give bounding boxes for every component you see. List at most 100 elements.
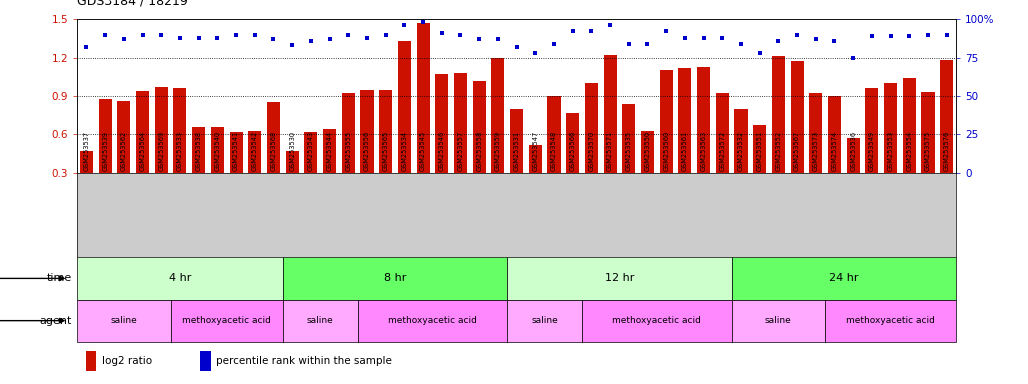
Bar xyxy=(548,96,560,211)
Bar xyxy=(697,66,710,211)
Text: saline: saline xyxy=(531,316,558,325)
Bar xyxy=(732,257,956,300)
Text: 12 hr: 12 hr xyxy=(604,273,634,283)
Point xyxy=(153,31,170,38)
Point xyxy=(115,36,132,42)
Point xyxy=(770,38,786,44)
Bar xyxy=(77,257,283,300)
Point xyxy=(434,30,450,36)
Bar xyxy=(304,132,318,211)
Bar xyxy=(283,300,358,342)
Bar xyxy=(510,109,523,211)
Bar xyxy=(379,89,393,211)
Bar xyxy=(566,113,579,211)
Bar xyxy=(622,104,635,211)
Point xyxy=(621,41,637,47)
Point xyxy=(920,31,937,38)
Text: saline: saline xyxy=(306,316,334,325)
Bar xyxy=(825,300,956,342)
Point xyxy=(471,36,487,42)
Point xyxy=(902,33,918,39)
Point xyxy=(135,31,151,38)
Point xyxy=(527,50,544,56)
Bar xyxy=(809,93,822,211)
Bar xyxy=(660,70,672,211)
Bar xyxy=(86,351,97,371)
Bar xyxy=(828,96,841,211)
Point xyxy=(676,35,693,41)
Point xyxy=(733,41,749,47)
Bar xyxy=(772,56,785,211)
Bar xyxy=(507,300,582,342)
Text: saline: saline xyxy=(110,316,137,325)
Point xyxy=(172,35,188,41)
Bar xyxy=(154,87,168,211)
Bar xyxy=(454,73,467,211)
Text: 24 hr: 24 hr xyxy=(830,273,858,283)
Bar xyxy=(734,109,747,211)
Bar xyxy=(136,91,149,211)
Bar xyxy=(528,145,542,211)
Point xyxy=(845,55,861,61)
Bar xyxy=(941,60,953,211)
Bar xyxy=(229,132,243,211)
Text: saline: saline xyxy=(765,316,792,325)
Text: log2 ratio: log2 ratio xyxy=(102,356,152,366)
Bar xyxy=(248,131,261,211)
Bar xyxy=(678,68,692,211)
Point xyxy=(864,33,880,39)
Point xyxy=(751,50,768,56)
Bar xyxy=(200,351,211,371)
Point xyxy=(658,28,674,35)
Bar xyxy=(283,257,507,300)
Point xyxy=(377,31,394,38)
Point xyxy=(564,28,581,35)
Text: 4 hr: 4 hr xyxy=(169,273,191,283)
Bar xyxy=(416,23,430,211)
Point xyxy=(340,31,357,38)
Bar xyxy=(99,99,112,211)
Point xyxy=(489,36,506,42)
Bar xyxy=(603,55,617,211)
Point xyxy=(322,36,338,42)
Bar xyxy=(507,257,732,300)
Bar xyxy=(582,300,732,342)
Text: time: time xyxy=(46,273,72,283)
Bar xyxy=(491,58,505,211)
Bar xyxy=(80,151,93,211)
Bar xyxy=(398,41,411,211)
Point xyxy=(882,33,898,39)
Point xyxy=(284,42,300,48)
Text: percentile rank within the sample: percentile rank within the sample xyxy=(216,356,392,366)
Bar xyxy=(585,83,598,211)
Bar xyxy=(715,93,729,211)
Point xyxy=(452,31,469,38)
Text: agent: agent xyxy=(40,316,72,326)
Point xyxy=(788,31,805,38)
Point xyxy=(939,31,955,38)
Bar xyxy=(884,83,897,211)
Bar xyxy=(732,300,825,342)
Point xyxy=(827,38,843,44)
Bar xyxy=(174,88,186,211)
Point xyxy=(396,22,412,28)
Point xyxy=(359,35,375,41)
Point xyxy=(415,19,432,25)
Bar xyxy=(77,300,171,342)
Point xyxy=(265,36,282,42)
Bar xyxy=(361,89,373,211)
Bar xyxy=(791,61,804,211)
Point xyxy=(695,35,711,41)
Bar xyxy=(435,74,448,211)
Point xyxy=(78,44,95,50)
Bar xyxy=(286,151,299,211)
Bar xyxy=(267,103,280,211)
Point xyxy=(97,31,113,38)
Bar xyxy=(473,81,485,211)
Point xyxy=(639,41,656,47)
Bar xyxy=(341,93,355,211)
Bar xyxy=(192,127,206,211)
Text: methoxyacetic acid: methoxyacetic acid xyxy=(388,316,477,325)
Point xyxy=(601,22,618,28)
Point xyxy=(209,35,225,41)
